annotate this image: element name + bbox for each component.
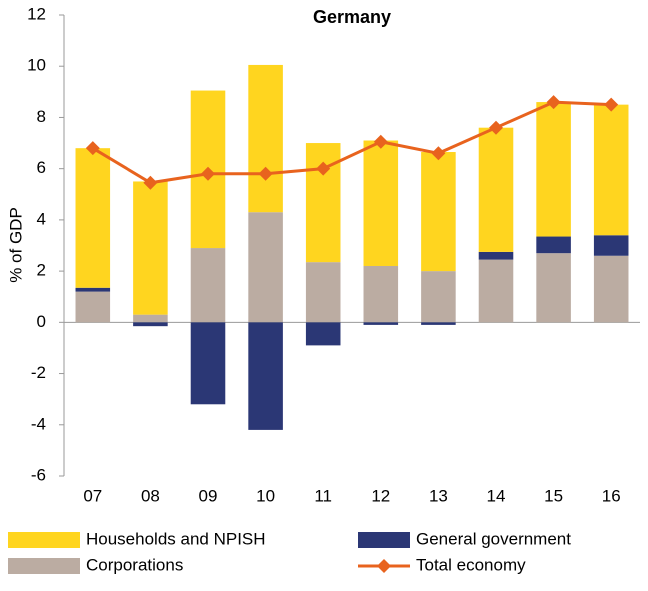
- bar-segment: [133, 181, 168, 315]
- y-tick-label: -4: [31, 414, 46, 433]
- bar-segment: [190, 248, 226, 323]
- legend-swatch: [358, 532, 410, 548]
- bar-segment: [478, 127, 514, 252]
- x-tick-label: 10: [256, 486, 275, 505]
- bar-segment: [248, 64, 283, 213]
- y-tick-label: -2: [31, 363, 46, 382]
- bar-segment: [363, 140, 399, 266]
- y-tick-label: 0: [37, 312, 46, 331]
- line-marker: [258, 166, 273, 181]
- line-marker: [373, 134, 388, 149]
- line-marker: [431, 146, 446, 161]
- legend-swatch: [8, 532, 80, 548]
- line-marker: [546, 95, 561, 110]
- chart-title: Germany: [313, 7, 391, 27]
- line-marker: [201, 166, 215, 181]
- legend-label: Total economy: [416, 555, 526, 574]
- bar-segment: [593, 255, 629, 323]
- legend-swatch: [8, 558, 80, 574]
- y-tick-label: 8: [37, 107, 46, 126]
- bar-segment: [536, 102, 571, 237]
- bar-segment: [305, 143, 341, 263]
- bar-segment: [305, 262, 341, 323]
- line-marker: [489, 120, 503, 135]
- x-tick-label: 08: [141, 486, 160, 505]
- y-tick-label: -6: [31, 465, 46, 484]
- line-marker: [143, 175, 158, 190]
- y-tick-label: 4: [37, 209, 46, 228]
- x-tick-label: 09: [199, 486, 218, 505]
- bar-segment: [133, 322, 168, 327]
- line-marker: [316, 161, 331, 176]
- bar-segment: [421, 322, 456, 325]
- bar-segment: [75, 287, 111, 292]
- bar-segment: [248, 322, 283, 430]
- bar-segment: [363, 322, 399, 325]
- bar-segment: [536, 253, 571, 323]
- bar-segment: [305, 322, 341, 346]
- bar-segment: [478, 251, 514, 260]
- y-tick-label: 12: [27, 4, 46, 23]
- bar-segment: [75, 148, 111, 288]
- bar-segment: [75, 291, 111, 323]
- bar-segment: [190, 322, 226, 405]
- bar-segment: [536, 236, 571, 254]
- bar-segment: [133, 314, 168, 323]
- legend-label: General government: [416, 529, 571, 548]
- line-marker: [604, 97, 619, 112]
- y-tick-label: 10: [27, 56, 46, 75]
- x-tick-label: 15: [544, 486, 563, 505]
- legend-label: Households and NPISH: [86, 529, 266, 548]
- bar-segment: [421, 152, 456, 272]
- x-tick-label: 14: [487, 486, 506, 505]
- x-tick-label: 13: [429, 486, 448, 505]
- bar-segment: [421, 271, 456, 323]
- x-tick-label: 16: [602, 486, 621, 505]
- y-tick-label: 2: [37, 261, 46, 280]
- y-tick-label: 6: [37, 158, 46, 177]
- line: [92, 100, 612, 185]
- bar-segment: [363, 265, 399, 323]
- line-marker: [85, 141, 100, 156]
- x-tick-label: 07: [83, 486, 102, 505]
- bar-segment: [248, 212, 283, 323]
- bar-segment: [593, 235, 629, 256]
- y-axis-label: % of GDP: [6, 207, 25, 283]
- legend-marker: [377, 559, 391, 573]
- x-tick-label: 12: [371, 486, 390, 505]
- bar-segment: [478, 259, 514, 323]
- legend-label: Corporations: [86, 555, 183, 574]
- x-tick-label: 11: [314, 486, 332, 505]
- bar-segment: [593, 104, 629, 236]
